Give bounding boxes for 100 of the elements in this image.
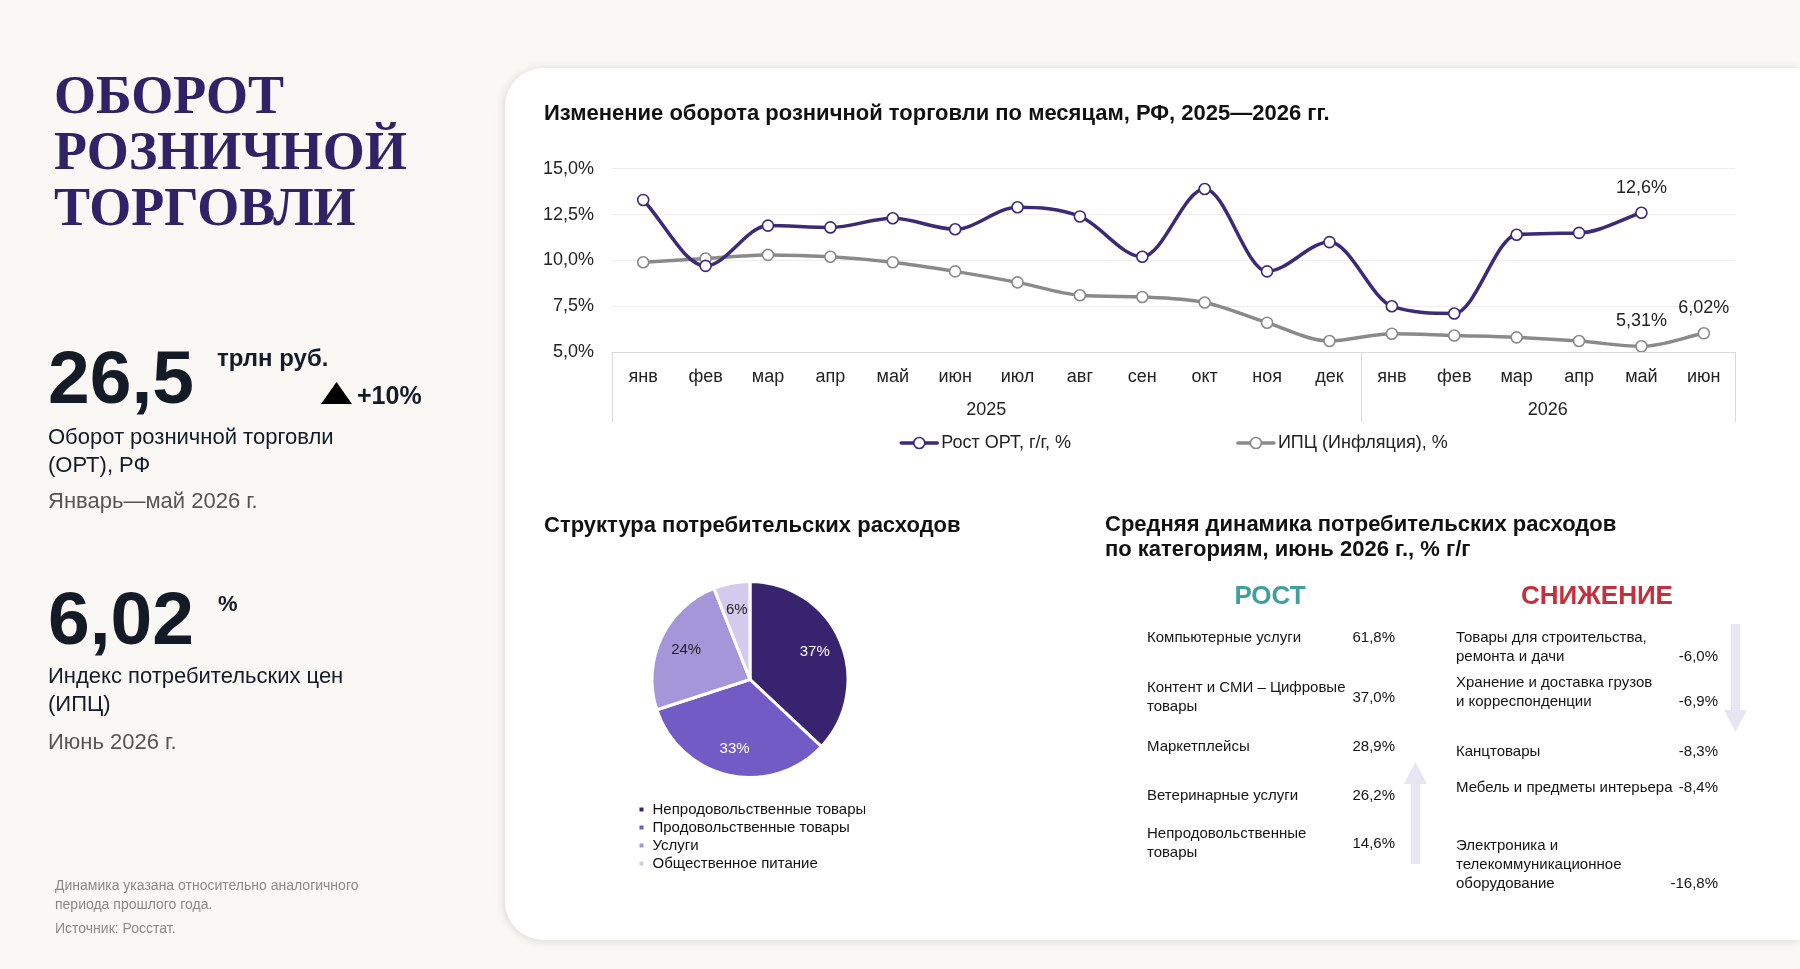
data-label: -6,9% <box>1678 690 1718 710</box>
chart-title: Структура потребительских расходов <box>544 512 961 538</box>
y-tick-label: 7,5% <box>552 295 594 316</box>
x-tick-label: ноя <box>1252 365 1282 386</box>
point <box>824 221 837 234</box>
x-tick-label: июл <box>1000 365 1035 386</box>
category-label: Канцтовары <box>1456 740 1542 760</box>
text: % <box>218 591 238 617</box>
data-label: 6,02% <box>1678 297 1730 318</box>
point <box>1635 206 1648 220</box>
legend-label: Рост ОРТ, г/г, % <box>941 431 1071 452</box>
point <box>636 255 650 269</box>
point <box>1635 340 1648 352</box>
point <box>636 193 650 207</box>
data-label: 28,9% <box>1352 735 1395 755</box>
legend-label: Общественное питание <box>652 853 818 871</box>
category-label: Электроника и телекоммуникационное оборудование <box>1456 835 1623 892</box>
point <box>1073 288 1087 302</box>
data-label: -8,4% <box>1678 776 1718 796</box>
point <box>1073 210 1087 223</box>
text: Средняя динамика потребительских расходов по категориям, июнь 2026 г., % г/г <box>1105 511 1618 561</box>
point <box>1323 235 1336 249</box>
data-label: 5,31% <box>1615 310 1667 331</box>
legend-label: Услуги <box>652 835 699 853</box>
point <box>1260 316 1274 329</box>
data-label: 26,2% <box>1352 784 1395 804</box>
category-label: Ветеринарные услуги <box>1147 784 1300 804</box>
category-label: Маркетплейсы <box>1147 735 1251 755</box>
text: Январь—май 2026 г. <box>48 488 258 514</box>
x-tick-label: июн <box>938 365 972 386</box>
text: Индекс потребительских цен (ИПЦ) <box>48 662 345 718</box>
y-tick-label: 5,0% <box>552 340 594 361</box>
x-tick-label: авг <box>1066 365 1094 386</box>
legend-label: СНИЖЕНИЕ <box>1520 580 1674 611</box>
x-tick-label: июн <box>1687 365 1721 386</box>
y-tick-label: 15,0% <box>542 157 594 178</box>
data-label: -6,0% <box>1678 645 1718 665</box>
point <box>1510 331 1523 344</box>
text: ОБОРОТ РОЗНИЧНОЙ ТОРГОВЛИ <box>54 65 408 237</box>
point <box>948 222 962 236</box>
point <box>824 250 837 264</box>
point <box>1447 329 1461 342</box>
category-label: Товары для строительства, ремонта и дачи <box>1456 626 1648 665</box>
text: Оборот розничной торговли (ОРТ), РФ <box>48 423 335 479</box>
x-tick-label: апр <box>1564 365 1594 386</box>
point <box>1385 327 1399 340</box>
x-tick-label: окт <box>1191 365 1218 386</box>
legend-label: Продовольственные товары <box>652 817 850 835</box>
point <box>886 211 900 225</box>
x-tick-label: мар <box>1500 365 1533 386</box>
data-label: 12,6% <box>1615 176 1667 197</box>
x-tick-label: мар <box>751 365 785 386</box>
data-label: 6% <box>725 600 748 618</box>
point <box>1510 228 1523 242</box>
text: Источник: Росстат. <box>55 920 176 937</box>
text: 2026 <box>1527 398 1568 419</box>
point <box>1572 334 1586 348</box>
category-label: Хранение и доставка грузов и корреспонденции <box>1456 671 1654 710</box>
chart-title: Изменение оборота розничной торговли по месяцам, РФ, 2025—2026 гг. <box>544 100 1330 126</box>
x-tick-label: дек <box>1315 365 1344 386</box>
text: +10% <box>357 380 422 410</box>
point <box>886 255 900 269</box>
text: трлн руб. <box>217 343 329 372</box>
x-tick-label: фев <box>688 365 723 386</box>
text: Динамика указана относительно аналогичного периода прошлого года. <box>55 876 360 914</box>
text: 2025 <box>966 398 1007 419</box>
category-label: Контент и СМИ – Цифровые товары <box>1147 677 1347 715</box>
data-label: 14,6% <box>1352 832 1395 852</box>
point <box>761 248 775 262</box>
x-tick-label: фев <box>1437 365 1472 386</box>
point <box>761 219 775 232</box>
x-tick-label: май <box>876 365 909 386</box>
data-label: 24% <box>671 639 702 657</box>
point <box>1011 200 1024 214</box>
x-tick-label: сен <box>1127 365 1157 386</box>
point <box>1198 296 1211 309</box>
point <box>1136 250 1149 264</box>
x-tick-label: май <box>1625 365 1658 386</box>
data-label: -8,3% <box>1678 740 1718 760</box>
point <box>948 265 962 278</box>
point <box>1011 276 1024 289</box>
point <box>1697 327 1711 340</box>
text: 26,5 <box>48 334 194 421</box>
data-label: 61,8% <box>1352 626 1395 646</box>
y-tick-label: 12,5% <box>542 203 594 224</box>
point <box>1136 290 1149 304</box>
category-label: Компьютерные услуги <box>1147 626 1303 646</box>
text: Июнь 2026 г. <box>48 729 177 755</box>
point <box>699 259 712 273</box>
y-tick-label: 10,0% <box>542 249 594 270</box>
point <box>1323 334 1336 348</box>
text: 6,02 <box>48 575 194 662</box>
data-label: 37% <box>799 641 830 659</box>
x-tick-label: янв <box>628 365 658 386</box>
category-label: Непродовольственные товары <box>1147 823 1308 861</box>
category-label: Мебель и предметы интерьера <box>1456 776 1674 796</box>
point <box>1198 182 1211 196</box>
data-label: 37,0% <box>1352 686 1395 706</box>
legend-label: РОСТ <box>1233 580 1307 611</box>
legend-label: Непродовольственные товары <box>652 799 867 817</box>
